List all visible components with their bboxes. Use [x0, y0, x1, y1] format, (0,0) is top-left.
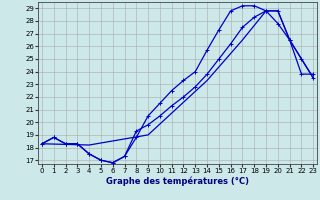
X-axis label: Graphe des températures (°C): Graphe des températures (°C): [106, 177, 249, 186]
